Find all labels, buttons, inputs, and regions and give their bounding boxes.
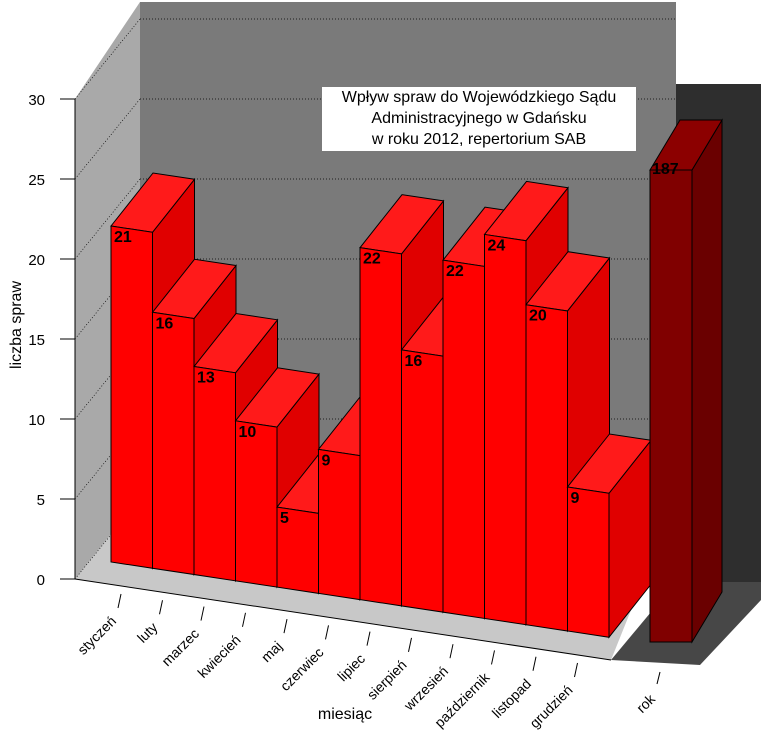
bar [525, 304, 568, 632]
x-tick-label: sierpień [364, 657, 410, 703]
x-tick-mark [366, 631, 371, 646]
x-tick-label: lipiec [334, 650, 368, 684]
x-tick-mark [283, 618, 288, 634]
x-tick-mark [200, 606, 205, 621]
bar [359, 247, 402, 607]
x-tick-label: styczeń [74, 613, 119, 658]
gridline-side [74, 418, 141, 500]
total-bar [649, 169, 693, 643]
bar-value-label: 16 [405, 353, 423, 370]
y-tick-label: 20 [28, 252, 45, 269]
y-axis-label: liczba spraw [8, 280, 25, 370]
bar-value-label: 9 [571, 490, 580, 507]
chart-title-line-2: Administracyjnego w Gdańsku [371, 110, 587, 127]
bar [484, 233, 527, 626]
x-tick-label: marzec [158, 625, 202, 669]
x-tick-mark [159, 600, 163, 615]
bar-value-label: 20 [529, 308, 547, 325]
x-tick-label: grudzień [526, 682, 575, 731]
bar [110, 225, 153, 569]
bar [235, 420, 278, 588]
x-tick-label: luty [134, 619, 161, 646]
x-tick-mark [242, 612, 246, 627]
y-tick-label: 10 [28, 412, 45, 429]
y-tick-label: 30 [28, 92, 45, 109]
y-tick-label: 5 [37, 492, 45, 509]
x-tick-mark [325, 625, 329, 640]
bar-value-label: 22 [446, 263, 464, 280]
x-tick-label: listopad [489, 676, 534, 721]
bar-value-label: 24 [488, 237, 506, 254]
total-bar-side [691, 118, 723, 644]
gridline-side [74, 498, 141, 580]
x-tick-mark [408, 637, 412, 653]
x-tick-mark [491, 650, 495, 665]
total-tick-mark [656, 671, 661, 685]
gridline-side [74, 18, 141, 100]
bar-value-label: 13 [197, 370, 215, 387]
bars: 21 16 13 10 5 9 22 16 22 24 20 9 187 [110, 118, 723, 644]
total-bar-value-label: 187 [652, 161, 679, 178]
chart-title-line-1: Wpływ spraw do Wojewódzkiego Sądu [341, 89, 617, 106]
x-tick-mark [574, 662, 578, 678]
bar [442, 259, 485, 620]
gridline-side [74, 258, 141, 340]
x-tick-mark [117, 593, 122, 609]
gridline-side [74, 338, 141, 420]
x-tick-mark [449, 644, 454, 659]
bar-value-label: 9 [322, 452, 331, 469]
bar-value-label: 5 [280, 510, 289, 527]
x-axis-label: miesiąc [317, 706, 373, 723]
bar-value-label: 16 [156, 315, 174, 332]
bar [152, 311, 195, 576]
y-tick-label: 25 [28, 172, 45, 189]
gridline-side [74, 98, 141, 180]
chart-title: Wpływ spraw do Wojewódzkiego Sądu Admini… [322, 87, 636, 151]
bar [567, 486, 610, 638]
y-tick-label: 15 [28, 332, 45, 349]
total-tick-label: rok [633, 690, 659, 716]
y-axis-ticks: 0 5 10 15 20 25 30 [28, 92, 612, 661]
gridline-side [74, 178, 141, 260]
y-tick-label: 0 [37, 572, 45, 589]
x-tick-label: kwiecień [194, 632, 243, 681]
x-tick-label: czerwiec [277, 644, 327, 694]
bar-value-label: 22 [363, 251, 381, 268]
bar-value-label: 21 [114, 229, 132, 246]
bar [193, 365, 236, 582]
bar-value-label: 10 [239, 424, 257, 441]
bar [401, 349, 444, 613]
x-tick-mark [532, 656, 537, 671]
x-tick-label: maj [258, 638, 285, 665]
floor-front-edge [74, 578, 612, 661]
bar [318, 448, 361, 601]
chart-title-line-3: w roku 2012, repertorium SAB [371, 131, 587, 148]
